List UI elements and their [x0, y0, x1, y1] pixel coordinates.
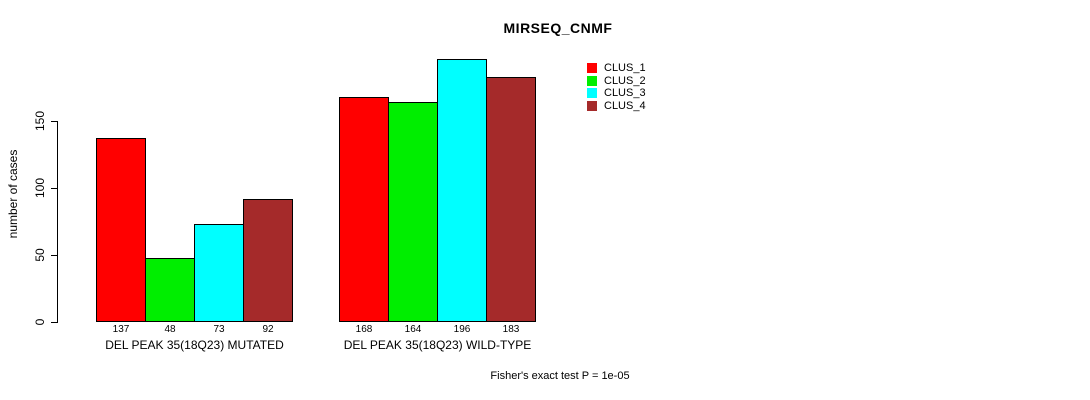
bar-value-label: 137 [112, 324, 130, 335]
bar-clus_3-group1 [194, 224, 244, 322]
bar-clus_4-group1 [243, 198, 293, 322]
legend-item-clus_2: CLUS_2 [587, 74, 646, 87]
y-axis-tick [51, 121, 57, 122]
bar-value-label: 92 [262, 324, 274, 335]
bar-value-label: 196 [453, 324, 471, 335]
y-axis-tick [51, 255, 57, 256]
bar-clus_1-group1 [96, 138, 146, 322]
legend-label: CLUS_1 [604, 61, 646, 74]
bar-clus_1-group2 [339, 96, 389, 322]
bar-value-label: 73 [213, 324, 225, 335]
legend-item-clus_1: CLUS_1 [587, 61, 646, 74]
legend-item-clus_4: CLUS_4 [587, 99, 646, 112]
bar-clus_2-group1 [145, 257, 195, 322]
legend-swatch-icon [587, 87, 597, 98]
group-label: DEL PEAK 35(18Q23) WILD-TYPE [343, 338, 532, 352]
legend-swatch-icon [587, 75, 597, 86]
group-label: DEL PEAK 35(18Q23) MUTATED [105, 338, 284, 352]
bar-value-label: 164 [404, 324, 422, 335]
fisher-test-annotation: Fisher's exact test P = 1e-05 [490, 370, 630, 382]
legend-item-clus_3: CLUS_3 [587, 86, 646, 99]
legend-label: CLUS_2 [604, 74, 646, 87]
legend-swatch-icon [587, 62, 597, 73]
bar-value-label: 183 [502, 324, 520, 335]
y-axis-tick [51, 188, 57, 189]
y-axis-line [57, 121, 58, 323]
legend-label: CLUS_3 [604, 86, 646, 99]
bar-clus_2-group2 [388, 102, 438, 322]
legend-label: CLUS_4 [604, 99, 646, 112]
legend-swatch-icon [587, 100, 597, 111]
y-axis-tick [51, 322, 57, 323]
bar-value-label: 168 [355, 324, 373, 335]
bar-value-label: 48 [164, 324, 176, 335]
chart-title: MIRSEQ_CNMF [503, 20, 613, 36]
bar-clus_4-group2 [486, 76, 536, 322]
